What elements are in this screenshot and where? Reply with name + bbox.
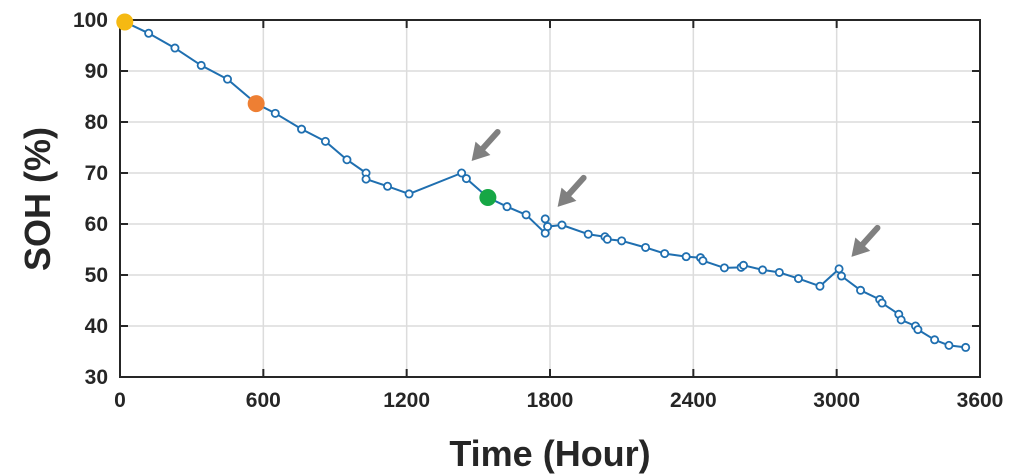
- y-tick-label: 80: [85, 111, 108, 134]
- data-point: [793, 274, 803, 284]
- y-tick-label: 90: [85, 60, 108, 83]
- data-point: [170, 43, 180, 53]
- y-tick-label: 30: [85, 366, 108, 389]
- arrow-head: [851, 237, 871, 257]
- annotation-arrow: [471, 129, 501, 161]
- y-tick-label: 40: [85, 315, 108, 338]
- data-point: [719, 263, 729, 273]
- tick-labels: 0 600 1200 1800 2400 3000 3600 30 40 50 60 70 80 90 10…: [73, 9, 1003, 412]
- data-point: [856, 285, 866, 295]
- data-point: [815, 281, 825, 291]
- annotation-arrow: [557, 174, 587, 207]
- x-tick-label: 3600: [957, 389, 1004, 412]
- data-point: [521, 210, 531, 220]
- data-point: [543, 222, 553, 232]
- data-point: [660, 249, 670, 259]
- y-tick-label: 50: [85, 264, 108, 287]
- data-point: [641, 242, 651, 252]
- highlight-point: [247, 95, 265, 113]
- data-point: [896, 315, 906, 325]
- arrow-head: [471, 141, 491, 161]
- x-tick-label: 1200: [383, 389, 430, 412]
- data-point: [320, 136, 330, 146]
- data-point: [144, 28, 154, 38]
- x-tick-label: 2400: [670, 389, 717, 412]
- y-tick-label: 100: [73, 9, 108, 32]
- data-point: [270, 108, 280, 118]
- y-tick-label: 70: [85, 162, 108, 185]
- x-tick-label: 1800: [527, 389, 574, 412]
- data-point: [758, 265, 768, 275]
- x-tick-label: 600: [246, 389, 281, 412]
- data-point: [698, 256, 708, 266]
- x-axis-title: Time (Hour): [449, 433, 650, 474]
- y-axis-title: SOH (%): [17, 127, 58, 271]
- data-point: [739, 260, 749, 270]
- data-point: [540, 214, 550, 224]
- data-point: [457, 168, 467, 178]
- data-point: [944, 340, 954, 350]
- x-tick-label: 0: [114, 389, 126, 412]
- grid: [120, 20, 980, 377]
- data-point: [583, 229, 593, 239]
- data-point: [461, 174, 471, 184]
- data-point: [836, 271, 846, 281]
- arrow-head: [557, 187, 577, 207]
- data-point: [602, 234, 612, 244]
- data-point: [877, 298, 887, 308]
- data-point: [297, 124, 307, 134]
- data-point: [361, 174, 371, 184]
- data-point: [913, 325, 923, 335]
- axis-ticks: [119, 19, 981, 378]
- data-point: [617, 236, 627, 246]
- data-point: [196, 60, 206, 70]
- data-point: [502, 202, 512, 212]
- data-point: [557, 220, 567, 230]
- data-point: [774, 267, 784, 277]
- data-point: [342, 155, 352, 165]
- data-point: [383, 181, 393, 191]
- y-tick-label: 60: [85, 213, 108, 236]
- data-point: [930, 335, 940, 345]
- annotation-arrows: [471, 129, 881, 257]
- highlight-points: [116, 13, 497, 206]
- data-point: [961, 342, 971, 352]
- highlight-point: [116, 13, 134, 31]
- data-point: [222, 74, 232, 84]
- series-group: [120, 17, 971, 352]
- annotation-arrow: [851, 224, 881, 257]
- data-point: [834, 264, 844, 274]
- highlight-point: [479, 188, 497, 206]
- data-point: [681, 252, 691, 262]
- x-tick-label: 3000: [813, 389, 860, 412]
- data-point: [404, 189, 414, 199]
